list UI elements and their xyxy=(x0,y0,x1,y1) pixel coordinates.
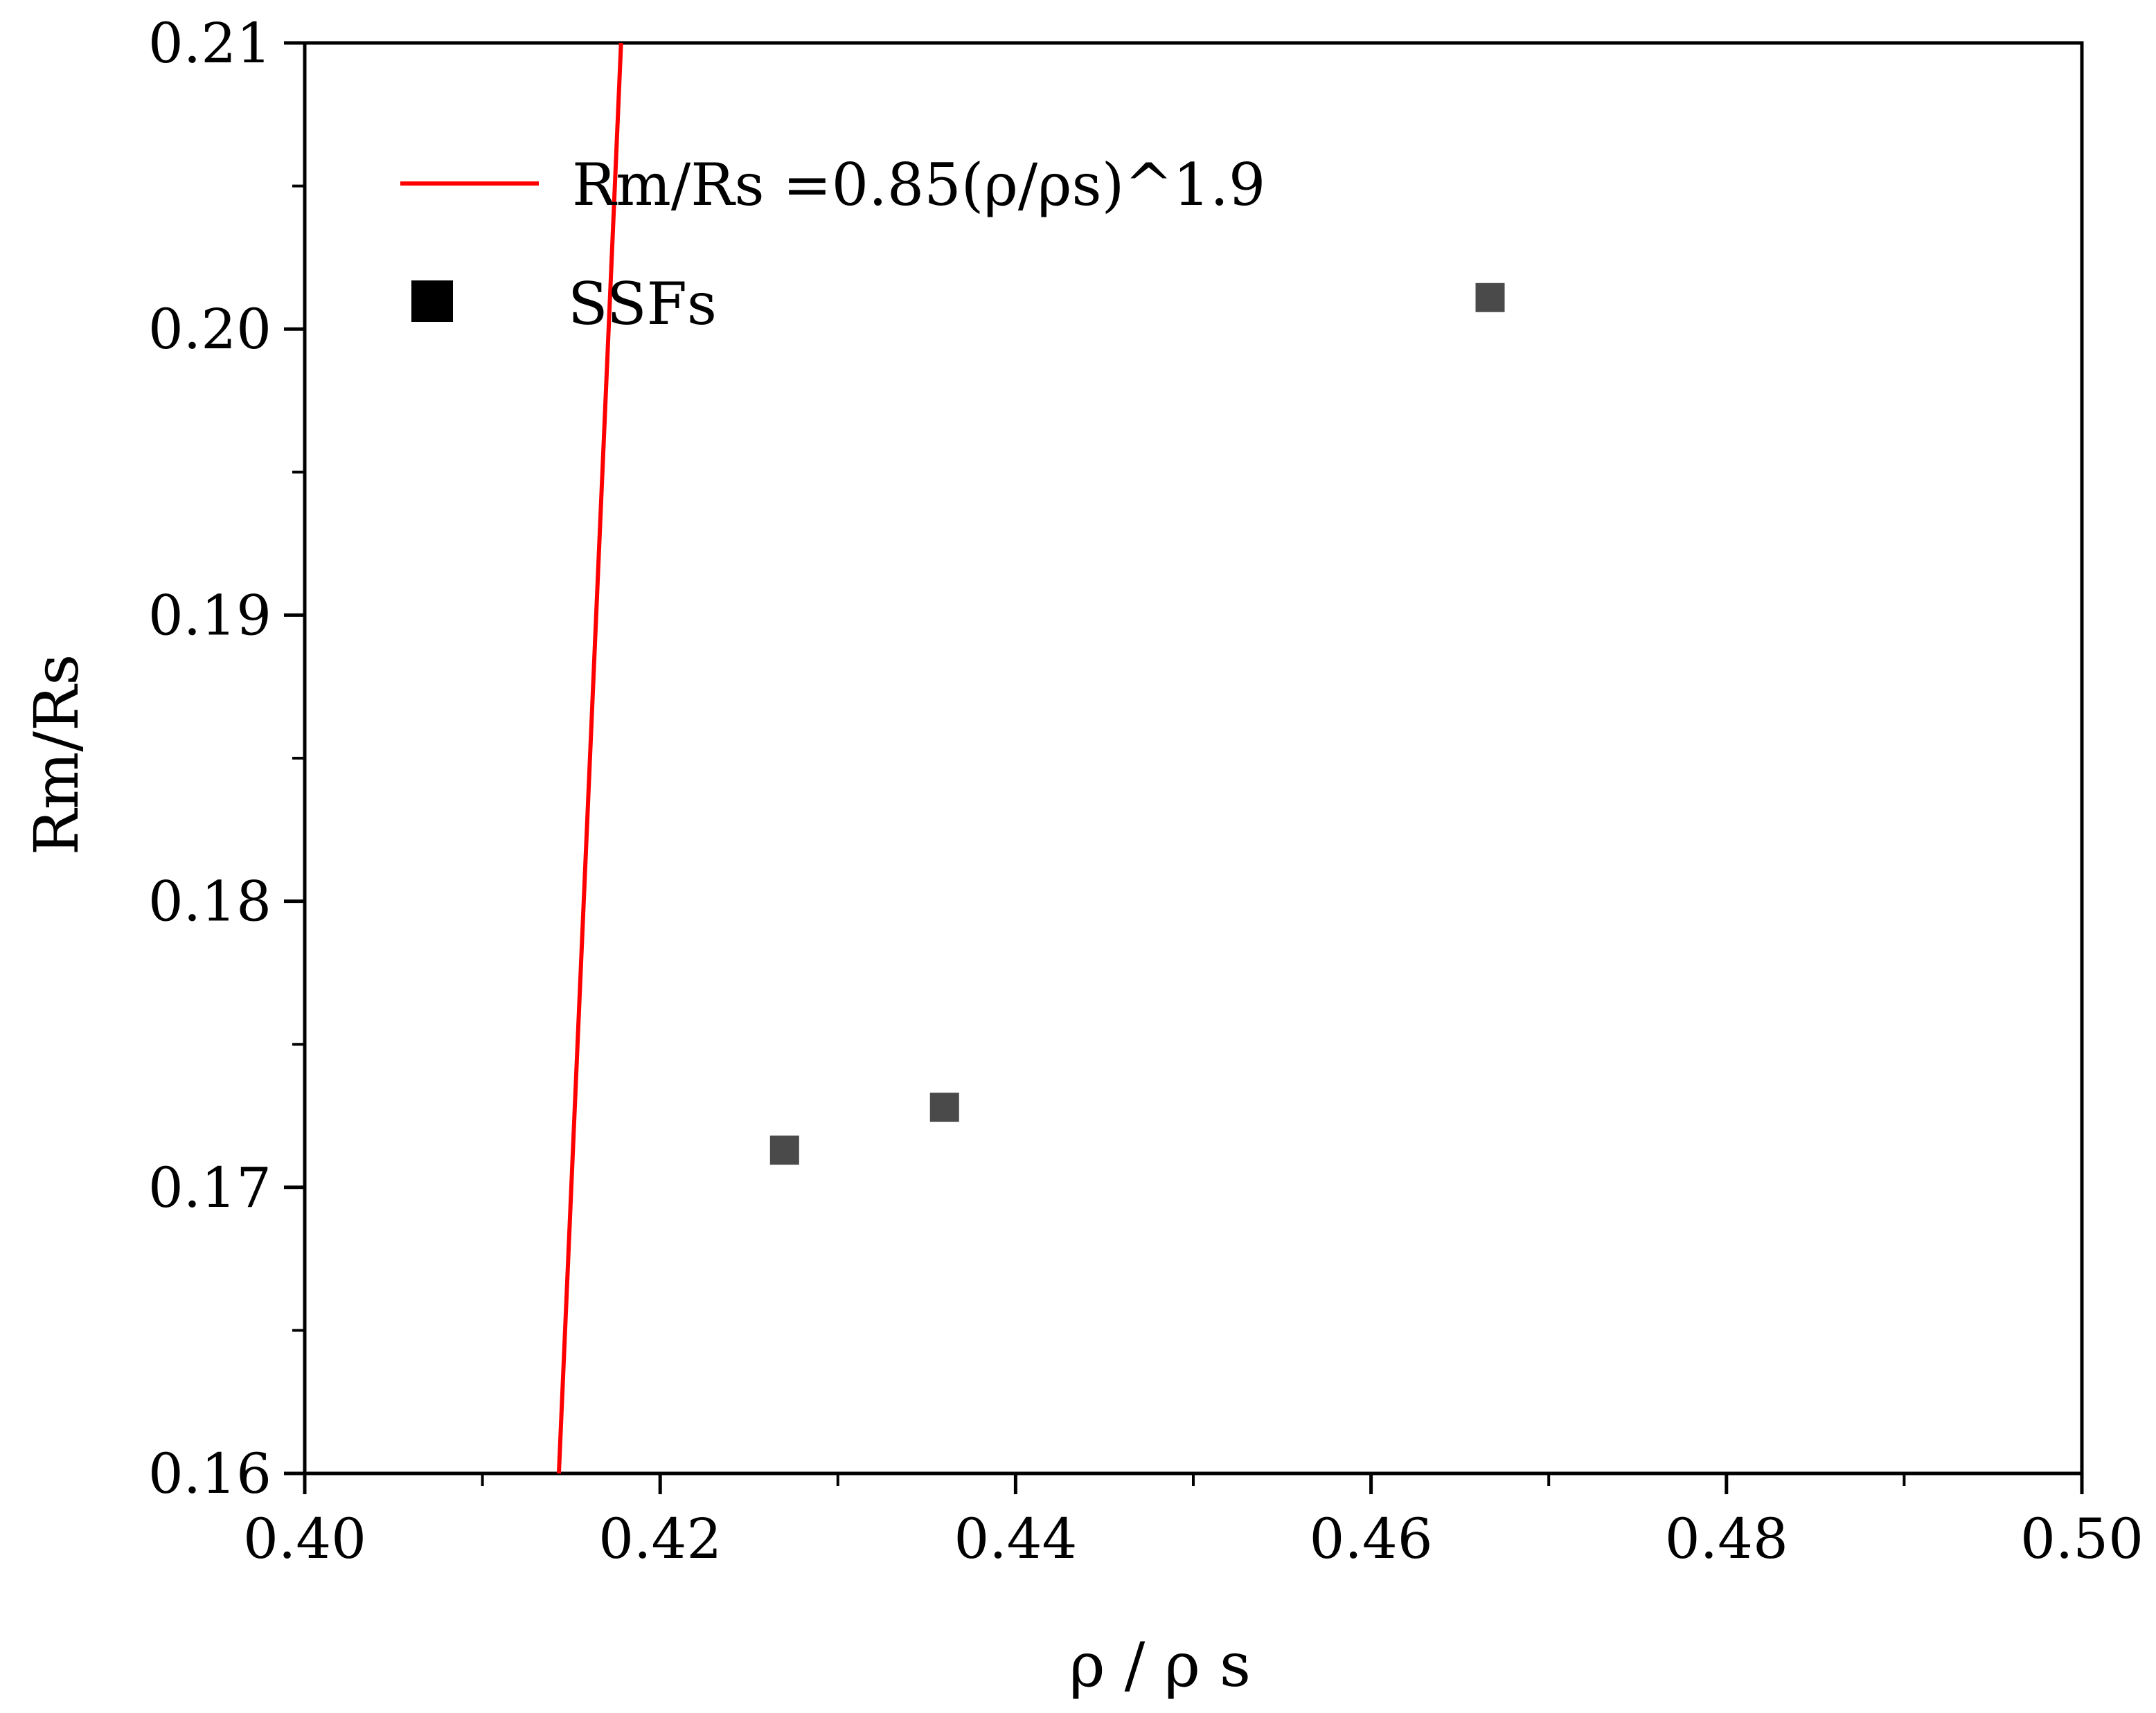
legend: Rm/Rs =0.85(ρ/ρs)^1.9 SSFs xyxy=(400,151,1265,338)
y-tick-label: 0.20 xyxy=(148,297,271,361)
x-tick-label: 0.40 xyxy=(243,1507,366,1571)
legend-label-ssfs: SSFs xyxy=(568,270,717,338)
y-tick-label: 0.17 xyxy=(148,1156,271,1220)
x-tick-label: 0.50 xyxy=(2020,1507,2144,1571)
y-tick-label: 0.16 xyxy=(148,1442,271,1506)
x-axis-ticks xyxy=(303,1473,2084,1494)
series-layer xyxy=(556,42,1505,1474)
plot-frame xyxy=(303,41,2084,1476)
y-tick-label: 0.18 xyxy=(148,870,271,934)
y-axis-ticks xyxy=(284,41,305,1476)
legend-square-swatch xyxy=(411,280,453,322)
legend-label-fit: Rm/Rs =0.85(ρ/ρs)^1.9 xyxy=(572,151,1265,219)
data-point xyxy=(1475,282,1505,312)
x-tick-label: 0.42 xyxy=(598,1507,722,1571)
x-tick-label: 0.48 xyxy=(1665,1507,1788,1571)
y-axis-title: Rm/Rs xyxy=(21,654,92,856)
y-tick-label: 0.21 xyxy=(148,11,271,75)
x-axis-title: ρ / ρ s xyxy=(1069,1629,1251,1701)
x-axis-tick-labels: 0.40 0.42 0.44 0.46 0.48 0.50 xyxy=(243,1507,2144,1571)
x-tick-label: 0.44 xyxy=(954,1507,1077,1571)
fit-line xyxy=(556,42,623,1474)
data-point xyxy=(769,1136,799,1165)
y-tick-label: 0.19 xyxy=(148,583,271,647)
y-axis-tick-labels: 0.16 0.17 0.18 0.19 0.20 0.21 xyxy=(148,11,271,1506)
x-tick-label: 0.46 xyxy=(1310,1507,1433,1571)
data-point xyxy=(929,1093,959,1122)
